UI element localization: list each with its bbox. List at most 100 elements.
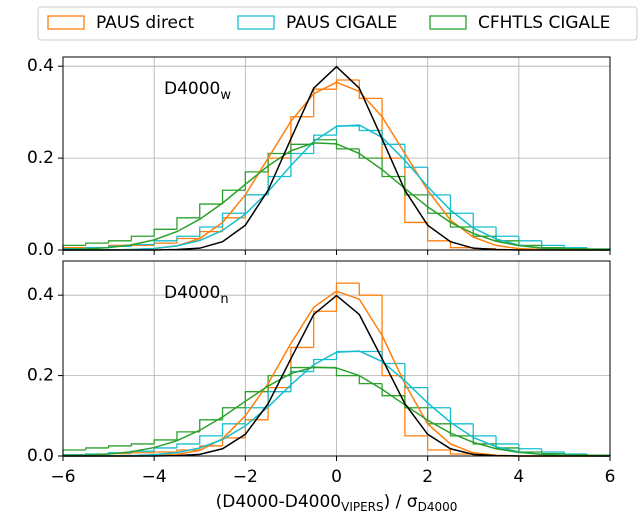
fit-curve bbox=[62, 366, 611, 457]
histogram-step bbox=[290, 152, 314, 177]
y-tick-label: 0.4 bbox=[27, 56, 54, 76]
histogram-step bbox=[153, 228, 177, 237]
x-axis-label-part: VIPERS bbox=[341, 500, 384, 514]
legend-swatch bbox=[237, 15, 275, 30]
histogram-step bbox=[381, 295, 405, 377]
histogram-step bbox=[472, 423, 497, 437]
histogram-step bbox=[335, 125, 360, 136]
histogram-step bbox=[313, 134, 337, 154]
histogram-step bbox=[153, 447, 177, 452]
histogram-step bbox=[404, 395, 428, 409]
histogram-step bbox=[449, 213, 474, 228]
histogram-step bbox=[130, 235, 155, 241]
histogram-step bbox=[381, 158, 405, 178]
x-tick-label: −2 bbox=[233, 467, 258, 487]
plot-frame bbox=[62, 56, 611, 251]
histogram-step bbox=[358, 79, 383, 100]
y-tick-label: 0.0 bbox=[27, 446, 54, 466]
histogram-step bbox=[404, 363, 428, 389]
x-tick-label: 4 bbox=[513, 467, 524, 487]
histogram-step bbox=[290, 116, 314, 159]
histogram-step bbox=[540, 240, 565, 247]
histogram-step bbox=[107, 240, 132, 244]
x-tick-label: 6 bbox=[605, 467, 616, 487]
legend-box bbox=[37, 6, 638, 41]
histogram-step bbox=[495, 435, 519, 445]
fit-curve bbox=[62, 142, 611, 251]
x-axis-label: (D4000-D4000VIPERS) / σD4000 bbox=[216, 492, 458, 514]
panel-label: D4000n bbox=[164, 283, 229, 307]
histogram-step bbox=[449, 194, 474, 214]
histogram-step bbox=[221, 407, 246, 420]
histogram-step bbox=[335, 367, 360, 377]
histogram-step bbox=[358, 125, 383, 132]
histogram-step bbox=[563, 451, 588, 455]
histogram-step bbox=[130, 452, 155, 454]
y-tick-label: 0.4 bbox=[27, 285, 54, 305]
y-tick-label: 0.0 bbox=[27, 240, 54, 260]
histogram-step bbox=[518, 240, 542, 247]
histogram-step bbox=[153, 240, 177, 245]
histogram-step bbox=[472, 213, 497, 228]
histogram-step bbox=[85, 447, 109, 450]
y-tick-label: 0.2 bbox=[27, 366, 54, 386]
histogram-step bbox=[358, 148, 383, 159]
histogram-step bbox=[335, 79, 360, 90]
histogram-step bbox=[153, 451, 177, 453]
histogram-step bbox=[221, 423, 246, 436]
histogram-step bbox=[381, 351, 405, 365]
histogram-step bbox=[85, 242, 109, 246]
panel-label-text: D4000 bbox=[164, 79, 220, 99]
x-axis-label-part: ) / σ bbox=[384, 492, 418, 512]
histogram-step bbox=[404, 144, 428, 168]
legend-label: CFHTLS CIGALE bbox=[478, 13, 610, 33]
x-tick-label: 0 bbox=[331, 467, 342, 487]
x-tick-label: −6 bbox=[50, 467, 75, 487]
histogram-step bbox=[176, 217, 200, 230]
histogram-step bbox=[449, 407, 474, 425]
histogram-step bbox=[449, 423, 474, 437]
histogram-step bbox=[358, 375, 383, 385]
legend-label: PAUS direct bbox=[96, 13, 194, 33]
histogram-step bbox=[244, 194, 269, 218]
histogram-step bbox=[358, 283, 383, 296]
histogram-step bbox=[518, 443, 542, 450]
histogram-step bbox=[313, 88, 337, 117]
histogram-step bbox=[153, 439, 177, 444]
histogram-step bbox=[427, 387, 451, 409]
histogram-step bbox=[540, 448, 565, 453]
histogram-step bbox=[495, 227, 519, 237]
histogram-step bbox=[130, 443, 155, 446]
x-tick-label: −4 bbox=[142, 467, 167, 487]
histogram-step bbox=[449, 240, 474, 249]
histogram-step bbox=[153, 242, 177, 246]
panel-label-subscript: n bbox=[220, 292, 228, 307]
legend-swatch bbox=[429, 15, 467, 30]
histogram-step bbox=[313, 358, 337, 372]
panel-label: D4000w bbox=[164, 79, 231, 103]
histogram-step bbox=[449, 449, 474, 455]
plot-frame bbox=[62, 260, 611, 457]
histogram-step bbox=[427, 435, 451, 451]
y-tick-label: 0.2 bbox=[27, 148, 54, 168]
histogram-step bbox=[381, 130, 405, 145]
histogram-step bbox=[199, 419, 223, 432]
histogram-step bbox=[107, 445, 132, 448]
histogram-step bbox=[518, 236, 542, 242]
histogram-step bbox=[199, 435, 223, 444]
histogram-step bbox=[221, 189, 246, 205]
histogram-step bbox=[404, 176, 428, 196]
x-axis-label-part: D4000 bbox=[418, 500, 458, 514]
legend-label: PAUS CIGALE bbox=[286, 13, 397, 33]
histogram-step bbox=[313, 310, 337, 348]
x-tick-label: 2 bbox=[422, 467, 433, 487]
histogram-step bbox=[176, 443, 200, 448]
histogram-step bbox=[427, 194, 451, 214]
panel-label-subscript: w bbox=[220, 88, 231, 103]
histogram-step bbox=[335, 282, 360, 312]
histogram-step bbox=[199, 203, 223, 218]
histogram-step bbox=[267, 391, 291, 408]
histogram-step bbox=[427, 167, 451, 196]
histogram-step bbox=[335, 139, 360, 150]
